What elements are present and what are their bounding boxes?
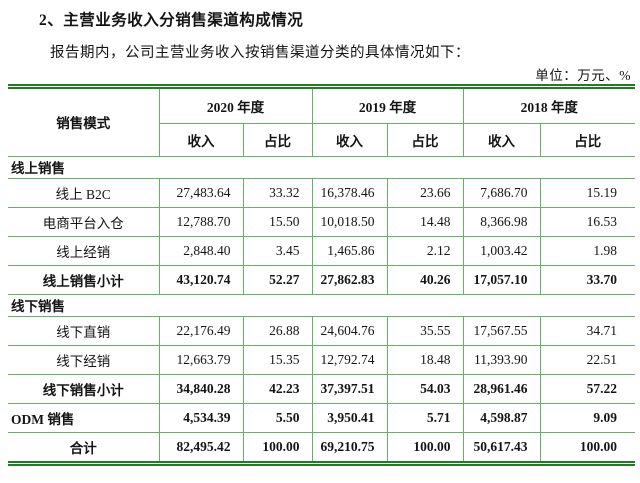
table-row-subtotal: 线下销售小计 34,840.28 42.23 37,397.51 54.03 28,961…: [8, 373, 635, 404]
table-row-section: 线上销售: [8, 155, 635, 179]
value-cell: 5.50: [242, 402, 313, 433]
revenue-by-channel-table: 销售模式 2020 年度 2019 年度 2018 年度 收入 占比 收入 占比…: [8, 89, 635, 461]
row-label: 线下直销: [8, 315, 160, 346]
value-cell: 8,366.98: [462, 206, 541, 237]
value-cell: 35.55: [386, 315, 464, 346]
value-cell: 4,598.87: [462, 402, 541, 433]
value-cell: 69,210.75: [311, 431, 388, 461]
row-label: 线上销售小计: [8, 264, 160, 295]
value-cell: 4,534.39: [158, 402, 244, 433]
value-cell: 57.22: [539, 373, 635, 404]
row-label: 线下经销: [8, 344, 160, 375]
value-cell: 22.51: [539, 344, 635, 375]
col-header-share-2020: 占比: [242, 122, 313, 157]
table-row-subtotal: 线上销售小计 43,120.74 52.27 27,862.83 40.26 17,057…: [8, 264, 635, 295]
value-cell: 33.70: [539, 264, 635, 295]
value-cell: 17,057.10: [462, 264, 541, 295]
row-label: 线下销售小计: [8, 373, 160, 404]
revenue-by-channel-table-frame: 销售模式 2020 年度 2019 年度 2018 年度 收入 占比 收入 占比…: [8, 84, 635, 466]
value-cell: 40.26: [386, 264, 464, 295]
value-cell: 27,862.83: [311, 264, 388, 295]
value-cell: 16,378.46: [311, 177, 388, 208]
col-header-share-2018: 占比: [539, 122, 635, 157]
value-cell: 50,617.43: [462, 431, 541, 461]
value-cell: 28,961.46: [462, 373, 541, 404]
value-cell: 11,393.90: [462, 344, 541, 375]
col-header-revenue-2019: 收入: [311, 122, 388, 157]
row-label: ODM 销售: [8, 402, 160, 433]
value-cell: 10,018.50: [311, 206, 388, 237]
value-cell: 52.27: [242, 264, 313, 295]
value-cell: 43,120.74: [158, 264, 244, 295]
value-cell: 14.48: [386, 206, 464, 237]
value-cell: 12,788.70: [158, 206, 244, 237]
header-row-years: 销售模式 2020 年度 2019 年度 2018 年度: [8, 89, 635, 157]
table-row-data: 线下经销 12,663.79 15.35 12,792.74 18.48 11,393.9…: [8, 344, 635, 375]
value-cell: 24,604.76: [311, 315, 388, 346]
value-cell: 12,792.74: [311, 344, 388, 375]
value-cell: 34.71: [539, 315, 635, 346]
value-cell: 3,950.41: [311, 402, 388, 433]
row-label: 合计: [8, 431, 160, 461]
value-cell: 54.03: [386, 373, 464, 404]
value-cell: 82,495.42: [158, 431, 244, 461]
value-cell: 100.00: [539, 431, 635, 461]
value-cell: 23.66: [386, 177, 464, 208]
table-row-data: 电商平台入仓 12,788.70 15.50 10,018.50 14.48 8,366.…: [8, 206, 635, 237]
col-header-year-2020: 2020 年度: [158, 89, 313, 124]
value-cell: 27,483.64: [158, 177, 244, 208]
value-cell: 15.35: [242, 344, 313, 375]
value-cell: 7,686.70: [462, 177, 541, 208]
value-cell: 34,840.28: [158, 373, 244, 404]
value-cell: 100.00: [386, 431, 464, 461]
col-header-revenue-2018: 收入: [462, 122, 541, 157]
value-cell: 3.45: [242, 235, 313, 266]
table-row-odm: ODM 销售 4,534.39 5.50 3,950.41 5.71 4,598.87 9.…: [8, 402, 635, 433]
value-cell: 15.19: [539, 177, 635, 208]
value-cell: 17,567.55: [462, 315, 541, 346]
col-header-year-2018: 2018 年度: [462, 89, 635, 124]
section-row-label: 线上销售: [8, 155, 635, 179]
table-row-data: 线下直销 22,176.49 26.88 24,604.76 35.55 17,567.5…: [8, 315, 635, 346]
value-cell: 5.71: [386, 402, 464, 433]
value-cell: 100.00: [242, 431, 313, 461]
col-header-sales-mode: 销售模式: [8, 89, 160, 157]
row-label: 线上经销: [8, 235, 160, 266]
value-cell: 16.53: [539, 206, 635, 237]
value-cell: 37,397.51: [311, 373, 388, 404]
value-cell: 1,003.42: [462, 235, 541, 266]
col-header-share-2019: 占比: [386, 122, 464, 157]
unit-note: 单位：万元、%: [535, 68, 631, 83]
value-cell: 33.32: [242, 177, 313, 208]
value-cell: 1,465.86: [311, 235, 388, 266]
value-cell: 26.88: [242, 315, 313, 346]
section-title: 2、主营业务收入分销售渠道构成情况: [39, 12, 304, 29]
col-header-year-2019: 2019 年度: [311, 89, 464, 124]
value-cell: 18.48: [386, 344, 464, 375]
value-cell: 15.50: [242, 206, 313, 237]
col-header-revenue-2020: 收入: [159, 122, 244, 157]
value-cell: 12,663.79: [158, 344, 244, 375]
table-row-data: 线上经销 2,848.40 3.45 1,465.86 2.12 1,003.42 1.98: [8, 235, 635, 266]
row-label: 线上 B2C: [8, 177, 160, 208]
table-row-total: 合计 82,495.42 100.00 69,210.75 100.00 50,617.4…: [8, 431, 635, 461]
section-row-label: 线下销售: [8, 293, 635, 317]
value-cell: 22,176.49: [158, 315, 244, 346]
value-cell: 9.09: [539, 402, 635, 433]
table-row-section: 线下销售: [8, 293, 635, 317]
value-cell: 2.12: [386, 235, 464, 266]
value-cell: 42.23: [242, 373, 313, 404]
value-cell: 1.98: [539, 235, 635, 266]
value-cell: 2,848.40: [158, 235, 244, 266]
row-label: 电商平台入仓: [8, 206, 160, 237]
table-row-data: 线上 B2C 27,483.64 33.32 16,378.46 23.66 7,686.…: [8, 177, 635, 208]
intro-text: 报告期内，公司主营业务收入按销售渠道分类的具体情况如下：: [50, 45, 470, 61]
